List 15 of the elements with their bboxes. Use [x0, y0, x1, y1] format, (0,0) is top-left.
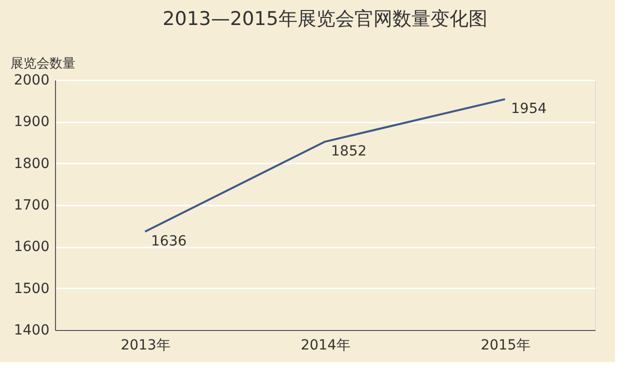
- y-tick-label: 1900: [14, 114, 50, 130]
- y-tick-label: 2000: [14, 72, 50, 88]
- y-tick-label: 1600: [14, 239, 50, 256]
- chart-title: 2013—2015年展览会官网数量变化图: [162, 8, 488, 30]
- data-label: 1954: [511, 101, 547, 118]
- data-label: 1852: [331, 144, 367, 160]
- y-axis-title: 展览会数量: [10, 56, 76, 72]
- x-tick-label: 2015年: [480, 338, 530, 354]
- x-tick-label: 2013年: [120, 338, 170, 354]
- data-label: 1636: [151, 234, 187, 250]
- y-tick-label: 1500: [14, 280, 50, 297]
- y-tick-label: 1700: [14, 198, 50, 214]
- x-tick-label: 2014年: [300, 338, 350, 354]
- y-tick-label: 1400: [14, 322, 50, 338]
- y-tick-label: 1800: [14, 156, 50, 172]
